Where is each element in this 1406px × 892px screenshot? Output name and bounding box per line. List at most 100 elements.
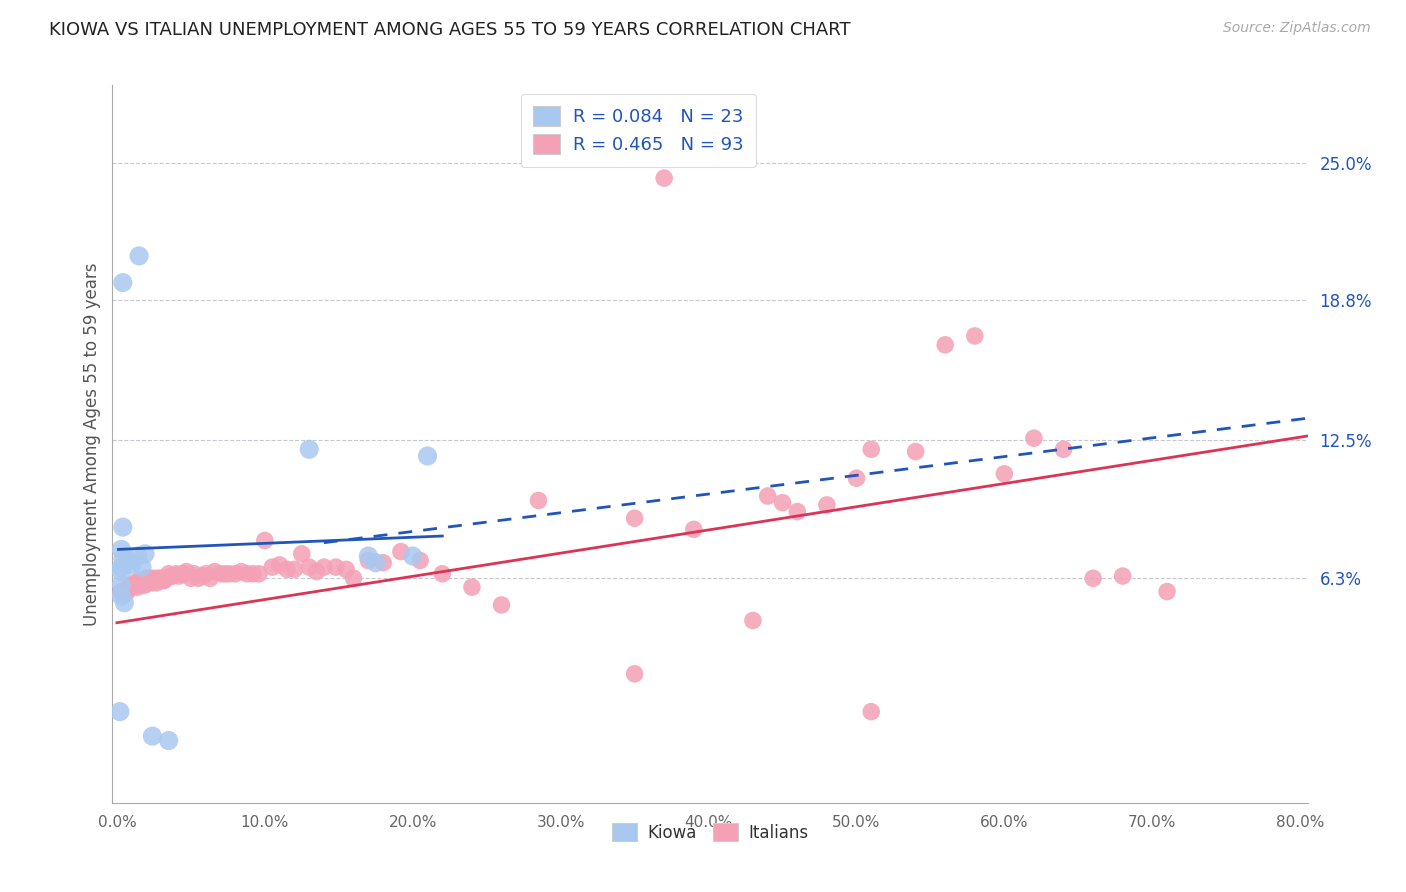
Point <box>132 578 155 592</box>
Point <box>963 329 986 343</box>
Point <box>756 489 779 503</box>
Point <box>335 562 357 576</box>
Point <box>114 584 136 599</box>
Point <box>110 560 132 574</box>
Point <box>155 571 177 585</box>
Point <box>112 596 135 610</box>
Point <box>860 442 883 457</box>
Point <box>110 578 132 592</box>
Point <box>165 566 187 581</box>
Point <box>209 566 232 581</box>
Point <box>298 442 321 457</box>
Point <box>786 505 808 519</box>
Point <box>111 520 134 534</box>
Point <box>138 571 160 585</box>
Point <box>187 571 209 585</box>
Point <box>180 571 202 585</box>
Point <box>110 542 132 557</box>
Point <box>305 565 328 579</box>
Point <box>373 556 395 570</box>
Point <box>112 587 135 601</box>
Point <box>214 566 236 581</box>
Point <box>128 249 150 263</box>
Point <box>170 566 193 581</box>
Point <box>142 571 165 585</box>
Point <box>409 553 432 567</box>
Point <box>157 566 180 581</box>
Point <box>1156 584 1178 599</box>
Point <box>527 493 550 508</box>
Point <box>129 574 152 588</box>
Point <box>682 522 704 536</box>
Point <box>135 571 157 585</box>
Point <box>198 571 221 585</box>
Point <box>342 571 364 585</box>
Point <box>117 584 139 599</box>
Point <box>1112 569 1135 583</box>
Point <box>191 569 214 583</box>
Point <box>461 580 484 594</box>
Point <box>623 666 645 681</box>
Point <box>131 560 153 574</box>
Point <box>231 565 253 579</box>
Point <box>176 565 198 579</box>
Point <box>111 276 134 290</box>
Text: KIOWA VS ITALIAN UNEMPLOYMENT AMONG AGES 55 TO 59 YEARS CORRELATION CHART: KIOWA VS ITALIAN UNEMPLOYMENT AMONG AGES… <box>49 21 851 39</box>
Point <box>993 467 1015 481</box>
Text: Source: ZipAtlas.com: Source: ZipAtlas.com <box>1223 21 1371 36</box>
Point <box>247 566 270 581</box>
Point <box>253 533 276 548</box>
Point <box>276 562 298 576</box>
Point <box>269 558 291 572</box>
Point <box>357 553 380 567</box>
Point <box>623 511 645 525</box>
Point <box>1052 442 1074 457</box>
Point <box>402 549 425 563</box>
Point <box>157 733 180 747</box>
Point <box>860 705 883 719</box>
Point <box>118 580 141 594</box>
Point <box>1022 431 1045 445</box>
Point <box>136 574 159 588</box>
Point <box>742 614 765 628</box>
Point <box>357 549 380 563</box>
Point <box>389 544 412 558</box>
Point <box>283 562 305 576</box>
Point <box>845 471 868 485</box>
Point <box>146 575 169 590</box>
Point <box>325 560 347 574</box>
Point <box>291 547 314 561</box>
Point <box>162 569 184 583</box>
Point <box>111 551 134 566</box>
Point <box>652 171 675 186</box>
Point <box>204 565 226 579</box>
Point <box>110 589 132 603</box>
Point <box>110 565 132 579</box>
Point <box>218 566 240 581</box>
Point <box>148 571 170 585</box>
Point <box>167 569 190 583</box>
Point <box>134 578 156 592</box>
Point <box>242 566 264 581</box>
Point <box>149 574 172 588</box>
Point <box>1081 571 1104 585</box>
Point <box>127 580 149 594</box>
Point <box>934 338 956 352</box>
Point <box>152 574 174 588</box>
Point <box>121 558 143 572</box>
Point <box>108 705 131 719</box>
Point <box>121 578 143 592</box>
Point <box>904 444 927 458</box>
Point <box>298 560 321 574</box>
Point <box>815 498 838 512</box>
Point <box>491 598 513 612</box>
Point <box>139 574 162 588</box>
Point <box>172 566 194 581</box>
Point <box>141 729 163 743</box>
Point <box>134 547 156 561</box>
Point <box>125 578 148 592</box>
Point <box>183 566 205 581</box>
Point <box>772 496 794 510</box>
Point <box>150 571 173 585</box>
Legend: Kiowa, Italians: Kiowa, Italians <box>605 816 815 848</box>
